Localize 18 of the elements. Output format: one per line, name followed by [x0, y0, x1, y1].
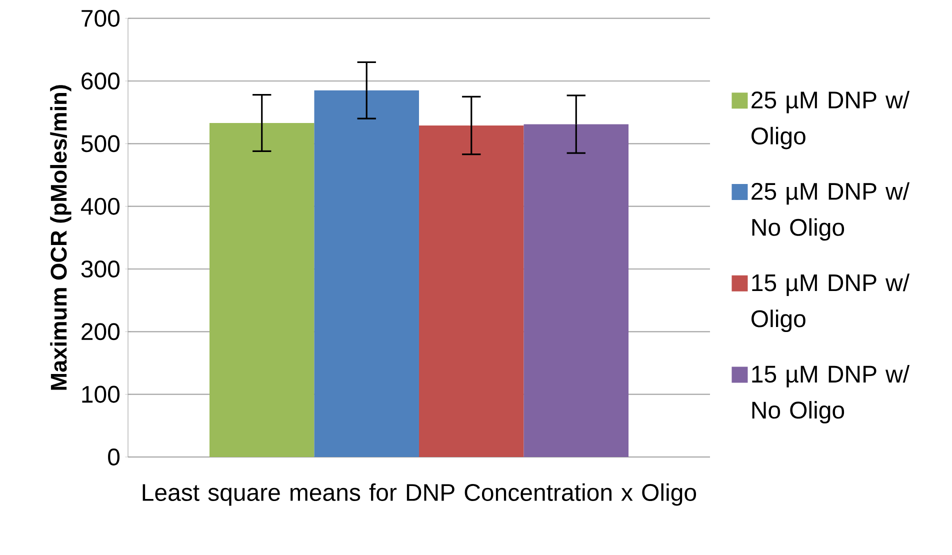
y-tick-label: 300	[81, 260, 120, 278]
bar	[209, 122, 314, 457]
y-tick-label: 700	[82, 10, 120, 27]
x-tick-label: Least square means for DNP Concentration x Oligo	[142, 483, 696, 506]
y-tick-label: 200	[82, 323, 120, 340]
y-tick-label: 500	[81, 135, 120, 152]
y-axis-title: Maximum OCR (pMoles/min)	[50, 85, 72, 390]
y-tick-label: 100	[82, 386, 120, 403]
legend-label: 15 µM DNP w/ No Oligo	[752, 365, 910, 424]
legend-label: 25 µM DNP w/ Oligo	[752, 90, 910, 150]
legend-label: 25 µM DNP w/ No Oligo	[752, 182, 910, 241]
bar	[419, 125, 524, 457]
bar	[314, 90, 419, 457]
y-tick-label: 0	[108, 448, 120, 466]
y-tick-label: 600	[82, 72, 120, 90]
legend-label: 15 µM DNP w/ Oligo	[752, 274, 910, 332]
y-tick-label: 400	[80, 198, 120, 215]
bar	[524, 124, 629, 457]
